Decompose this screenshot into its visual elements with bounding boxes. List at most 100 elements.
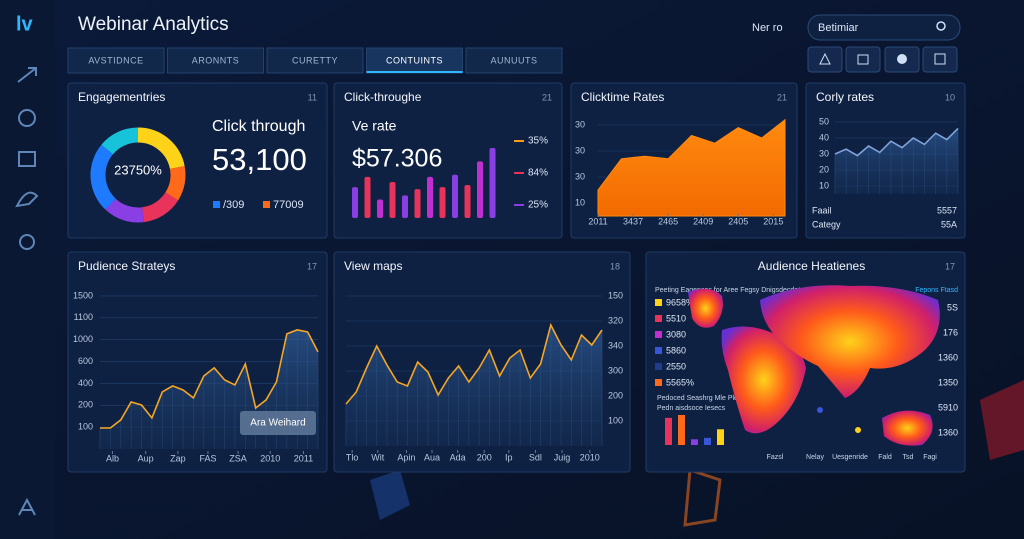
donut-segment — [101, 127, 139, 155]
area — [835, 128, 958, 194]
x-tick-label: Zap — [170, 453, 186, 463]
side-value: 5910 — [938, 402, 958, 412]
tool-button[interactable] — [807, 46, 843, 73]
x-tick-label: ZSA — [229, 453, 247, 463]
sidebar — [0, 0, 55, 539]
nav-icon[interactable] — [18, 151, 36, 167]
tab-label: AVSTIDNCE — [88, 55, 143, 65]
side-value: 176 — [943, 327, 958, 337]
panel-title: Engagementries — [78, 90, 165, 104]
x-tick-label: Ada — [450, 452, 466, 462]
tool-button[interactable] — [922, 46, 958, 73]
footer-label: Fagi — [923, 454, 937, 461]
subcaption: Pedoced Seashrg Mle Ple — [657, 395, 738, 402]
nav-icon[interactable] — [17, 67, 37, 83]
legend-label: 2550 — [666, 361, 686, 371]
row-value: 55A — [941, 219, 957, 229]
legend-label: 35% — [528, 136, 548, 147]
nav-icon[interactable] — [15, 191, 39, 208]
tab[interactable] — [366, 47, 463, 74]
panel-badge: 10 — [945, 92, 955, 102]
y-tick-label: 300 — [608, 365, 623, 375]
area — [597, 118, 786, 217]
search-icon[interactable] — [936, 21, 946, 31]
tab-label: CURETTY — [292, 55, 338, 65]
bar — [477, 161, 483, 218]
nav-icon[interactable] — [19, 234, 35, 250]
island — [855, 427, 861, 433]
x-tick-label: 2010 — [260, 453, 280, 463]
y-tick-label: 10 — [575, 197, 585, 207]
side-value: 5S — [947, 302, 958, 312]
logo: lv — [16, 13, 34, 35]
footer-label: Uesgenride — [832, 454, 868, 461]
island — [817, 407, 823, 413]
y-tick-label: 50 — [819, 116, 829, 126]
caption: Peeting Eagences for Aree Fegsy Dnigsdec… — [655, 287, 800, 294]
panel-title: Audience Heatienes — [758, 259, 865, 273]
y-tick-label: 340 — [608, 340, 623, 350]
side-value: 1360 — [938, 352, 958, 362]
user-name: Ner ro — [752, 22, 783, 34]
x-tick-label: Aua — [424, 452, 440, 462]
legend-swatch — [655, 363, 662, 370]
donut-segment — [90, 144, 117, 210]
y-tick-label: 30 — [819, 148, 829, 158]
tab[interactable] — [167, 47, 264, 74]
tab[interactable] — [67, 47, 165, 74]
y-tick-label: 30 — [575, 171, 585, 181]
mini-bar — [691, 439, 698, 445]
tool-button[interactable] — [845, 46, 881, 73]
row-label: Faail — [812, 205, 832, 215]
search-box[interactable] — [807, 14, 961, 41]
bar — [402, 195, 408, 218]
mini-bar — [665, 417, 672, 445]
donut-segment — [141, 192, 179, 223]
y-tick-label: 10 — [819, 180, 829, 190]
app-title: Webinar Analytics — [78, 14, 229, 35]
panel-badge: 11 — [308, 92, 317, 102]
x-tick-label: 3437 — [623, 216, 643, 226]
y-tick-label: 1000 — [73, 334, 93, 344]
bar — [489, 148, 496, 218]
x-tick-label: 2465 — [658, 216, 678, 226]
donut-segment — [137, 127, 185, 170]
y-tick-label: 200 — [78, 400, 93, 410]
big-value: 53,100 — [212, 142, 307, 177]
headline: Click through — [212, 118, 305, 135]
tooltip — [240, 411, 316, 435]
big-value: $57.306 — [352, 145, 442, 173]
tab[interactable] — [266, 47, 364, 74]
toolbar — [807, 46, 958, 73]
tab-label: CONTUINTS — [386, 55, 443, 65]
footer-label: Tsd — [903, 454, 914, 461]
y-tick-label: 600 — [78, 356, 93, 366]
x-tick-label: 200 — [477, 452, 492, 462]
nav-icon[interactable] — [18, 109, 36, 127]
mini-bar — [704, 437, 711, 445]
nav-icon[interactable] — [18, 497, 36, 516]
x-tick-label: Apin — [397, 452, 415, 462]
bar — [427, 176, 433, 218]
y-tick-label: 1500 — [73, 290, 93, 300]
continent — [721, 326, 806, 434]
panel-badge: 17 — [307, 261, 317, 271]
y-tick-label: 320 — [608, 315, 623, 325]
y-tick-label: 20 — [819, 164, 829, 174]
tool-icon — [857, 54, 869, 65]
continent — [760, 285, 940, 398]
tab[interactable] — [465, 47, 563, 74]
x-tick-label: Tlo — [346, 452, 359, 462]
y-tick-label: 40 — [819, 132, 829, 142]
bar — [352, 187, 358, 218]
x-tick-label: 2405 — [728, 216, 748, 226]
footer-label: Fald — [878, 454, 892, 461]
line — [100, 328, 319, 429]
legend-label: 25% — [528, 200, 548, 211]
bar — [464, 185, 471, 218]
x-tick-label: 2011 — [588, 216, 607, 226]
tab-label: AUNUUTS — [490, 55, 537, 65]
x-tick-label: Juig — [554, 452, 571, 462]
y-tick-label: 30 — [575, 145, 585, 155]
